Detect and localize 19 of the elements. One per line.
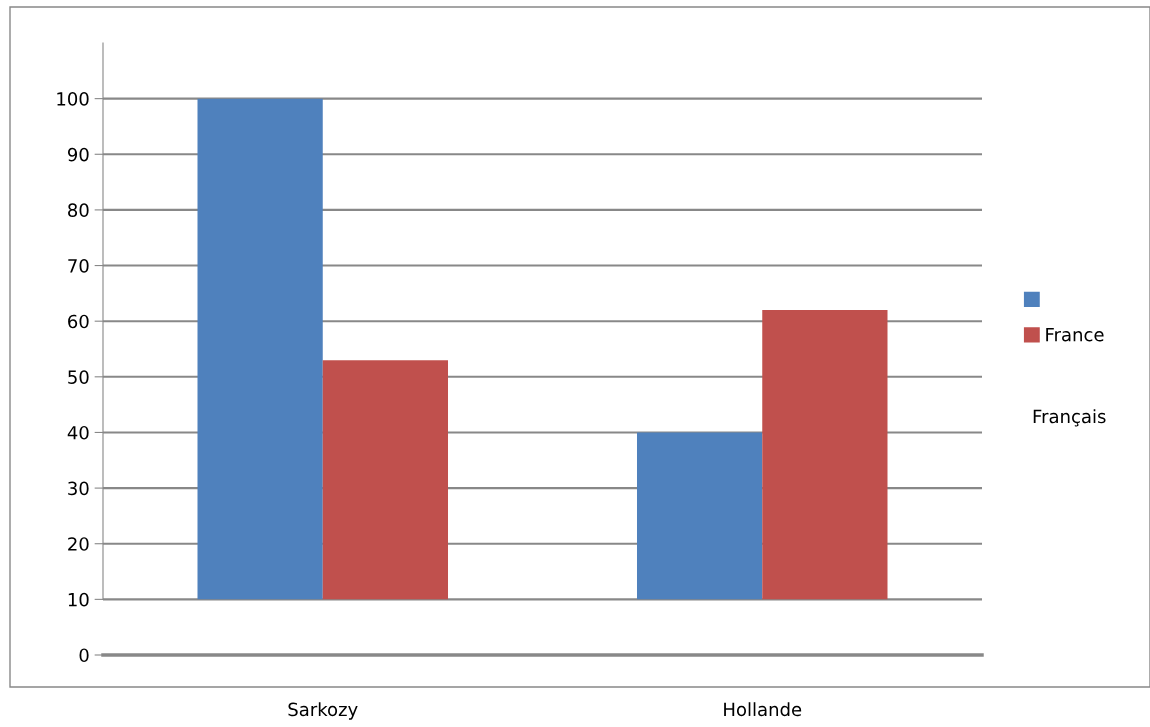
- bar: [197, 98, 323, 600]
- y-tick-label: 100: [57, 92, 89, 106]
- x-tick-label: Sarkozy: [288, 702, 358, 720]
- y-tick-label: 10: [68, 592, 89, 607]
- x-tick-label: Hollande: [724, 702, 802, 717]
- y-tick-label: 60: [68, 314, 89, 329]
- y-tick-label: 50: [68, 370, 89, 384]
- y-tick-label: 80: [68, 203, 89, 218]
- y-tick-label: 30: [68, 481, 89, 496]
- y-tick-label: 20: [68, 537, 89, 551]
- y-tick-label: 70: [68, 259, 89, 273]
- bar: [636, 432, 763, 600]
- text: Français: [1033, 409, 1106, 427]
- y-tick-label: 40: [67, 425, 89, 440]
- bar: [322, 360, 449, 600]
- legend-label: France: [1046, 327, 1104, 342]
- y-tick-label: 90: [67, 147, 89, 162]
- bar: [762, 310, 888, 600]
- y-tick-label: 0: [79, 648, 89, 663]
